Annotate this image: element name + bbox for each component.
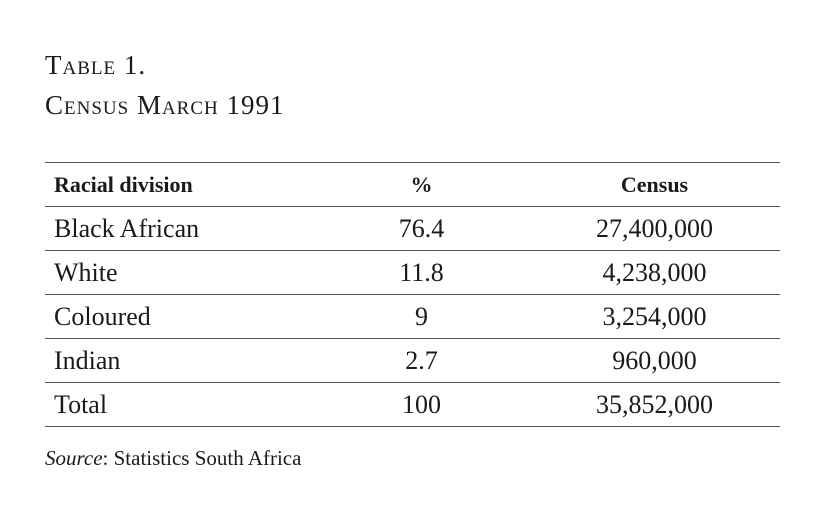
table-cell: 100 <box>314 382 529 427</box>
table-row: Coloured 9 3,254,000 <box>45 294 780 339</box>
table-cell: 35,852,000 <box>529 382 780 427</box>
table-cell: 3,254,000 <box>529 294 780 339</box>
column-header: % <box>314 162 529 207</box>
table-cell: 2.7 <box>314 338 529 383</box>
table-row: Total 100 35,852,000 <box>45 382 780 427</box>
census-table: Racial division% Census Black African 76.4… <box>45 162 780 427</box>
table-cell: 11.8 <box>314 250 529 295</box>
table-cell: White <box>45 250 314 295</box>
table-cell: 76.4 <box>314 206 529 251</box>
table-title: Table 1. <box>45 50 147 80</box>
source-text: : Statistics South Africa <box>102 446 302 470</box>
table-cell: Total <box>45 382 314 427</box>
table-subtitle: Census March 1991 <box>45 90 285 120</box>
table-cell: Indian <box>45 338 314 383</box>
table-cell: Coloured <box>45 294 314 339</box>
table-cell: 960,000 <box>529 338 780 383</box>
table-cell: 9 <box>314 294 529 339</box>
table-row: White 11.8 4,238,000 <box>45 250 780 295</box>
source-label: Source <box>45 446 103 470</box>
table-cell: 27,400,000 <box>529 206 780 251</box>
source-note: Source: Statistics South Africa <box>45 446 301 471</box>
table-row: Indian 2.7 960,000 <box>45 338 780 383</box>
column-header: Racial division <box>45 162 314 207</box>
table-row: Black African 76.4 27,400,000 <box>45 206 780 251</box>
header-row: Racial division% Census <box>45 162 780 207</box>
table-body: Black African 76.4 27,400,000 White 11.8 4,23… <box>45 206 780 427</box>
table-head: Racial division% Census <box>45 162 780 207</box>
table-cell: 4,238,000 <box>529 250 780 295</box>
table-cell: Black African <box>45 206 314 251</box>
column-header: Census <box>529 162 780 207</box>
